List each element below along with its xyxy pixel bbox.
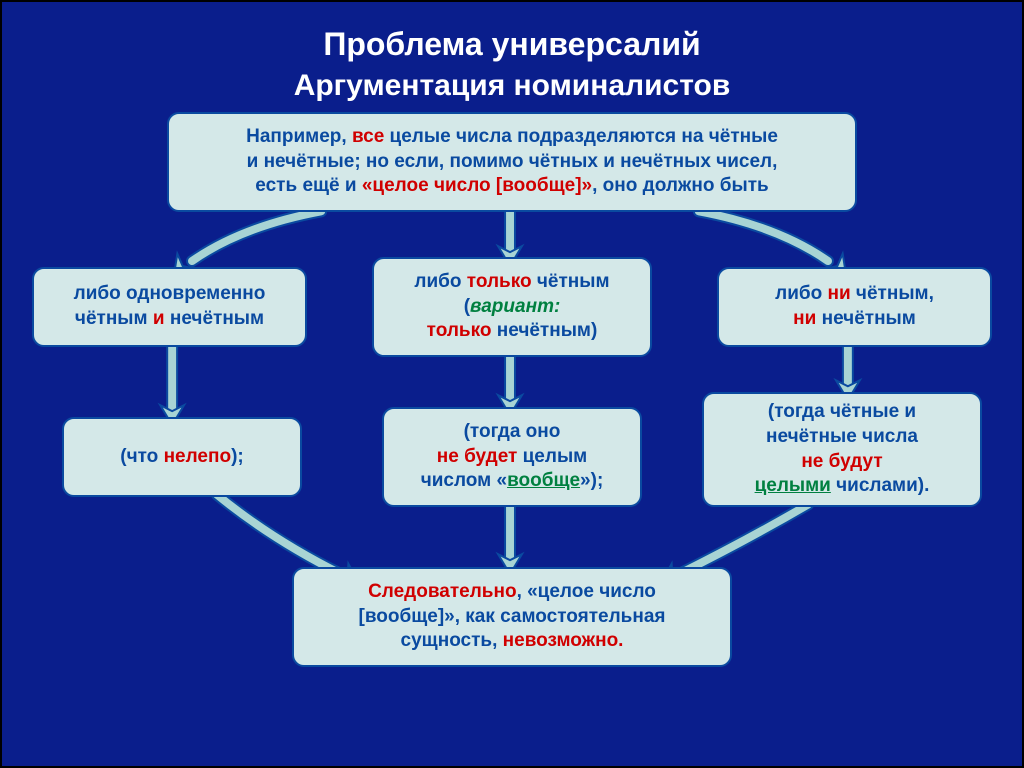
box-mid-right: либо ни чётным, ни нечётным <box>717 267 992 347</box>
lc-l2a: не будет <box>437 446 518 467</box>
box-low-left: (что нелепо); <box>62 417 302 497</box>
t-p3a: есть ещё и <box>255 175 362 196</box>
title-line1: Проблема универсалий <box>2 24 1022 66</box>
mr-l1b: ни <box>828 283 851 304</box>
lc-l1: (тогда оно <box>464 421 561 442</box>
b-l1b: , «целое число <box>517 581 656 602</box>
mc-l1b: только <box>467 271 532 292</box>
box-mid-left: либо одновременно чётным и нечётным <box>32 267 307 347</box>
mr-l1c: чётным, <box>851 283 934 304</box>
ml-l2b: и <box>153 308 165 329</box>
mc-l3b: нечётным) <box>491 320 597 341</box>
mc-l3a: только <box>427 320 492 341</box>
lr-l4a: целыми <box>755 475 831 496</box>
box-low-right: (тогда чётные и нечётные числа не будут … <box>702 392 982 507</box>
mr-l2b: нечётным <box>816 308 916 329</box>
t-p2: и нечётные; но если, помимо чётных и неч… <box>247 151 778 172</box>
t-p1a: Например, <box>246 126 352 147</box>
lc-l3a: числом « <box>421 470 507 491</box>
lr-l4b: числами). <box>831 475 930 496</box>
mc-l1a: либо <box>414 271 466 292</box>
box-top: Например, все целые числа подразделяются… <box>167 112 857 212</box>
b-l1a: Следовательно <box>368 581 516 602</box>
b-l3b: невозможно. <box>503 630 624 651</box>
title-line2: Аргументация номиналистов <box>2 66 1022 105</box>
ll-l1b: нелепо <box>164 446 232 467</box>
mc-l1c: чётным <box>532 271 610 292</box>
diagram-canvas: Например, все целые числа подразделяются… <box>22 112 1002 746</box>
ml-l2c: нечётным <box>165 308 265 329</box>
mc-l2b: вариант: <box>470 296 560 317</box>
ml-l2a: чётным <box>75 308 153 329</box>
lc-l2b: целым <box>517 446 587 467</box>
t-p1c: целые числа подразделяются на чётные <box>384 126 778 147</box>
lc-l3c: »); <box>580 470 603 491</box>
box-low-center: (тогда оно не будет целым числом «вообще… <box>382 407 642 507</box>
ml-l1: либо одновременно <box>74 283 266 304</box>
title: Проблема универсалий Аргументация номина… <box>2 2 1022 105</box>
b-l2: [вообще]», как самостоятельная <box>359 606 666 627</box>
mr-l2a: ни <box>793 308 816 329</box>
t-p1b: все <box>352 126 384 147</box>
lr-l1: (тогда чётные и <box>768 401 916 422</box>
lr-l3a: не будут <box>801 451 882 472</box>
b-l3a: сущность, <box>401 630 503 651</box>
lr-l2: нечётные числа <box>766 426 918 447</box>
box-bottom: Следовательно, «целое число [вообще]», к… <box>292 567 732 667</box>
lc-l3b: вообще <box>507 470 580 491</box>
t-p3c: , оно должно быть <box>592 175 769 196</box>
box-mid-center: либо только чётным (вариант: только нечё… <box>372 257 652 357</box>
ll-l1a: (что <box>120 446 163 467</box>
mr-l1a: либо <box>775 283 827 304</box>
ll-l1c: ); <box>231 446 244 467</box>
t-p3b: «целое число [вообще]» <box>362 175 592 196</box>
